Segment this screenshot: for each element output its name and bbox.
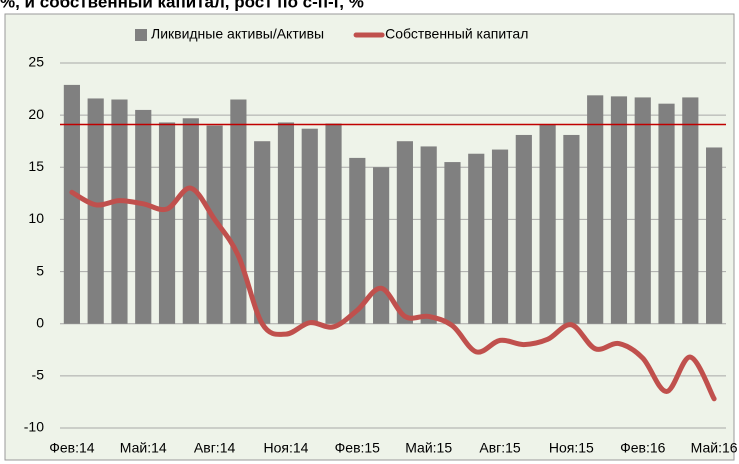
y-tick-label: 15 [28, 158, 44, 174]
bar [349, 157, 366, 324]
legend-label: Собственный капитал [385, 26, 528, 42]
bar [111, 99, 128, 324]
x-tick-label: Авг:14 [194, 440, 236, 456]
bar [277, 122, 295, 324]
legend-swatch [135, 29, 147, 41]
bar [444, 162, 461, 324]
bar [206, 125, 223, 324]
bar [658, 103, 675, 324]
bar [587, 95, 604, 324]
y-tick-label: 0 [36, 314, 44, 330]
bar [634, 97, 651, 324]
bar [182, 118, 199, 324]
bar [610, 96, 628, 324]
line [69, 185, 717, 402]
bar [468, 153, 485, 324]
x-tick-label: Ноя:15 [549, 440, 594, 456]
y-tick-label: 25 [28, 54, 44, 70]
bar [373, 167, 390, 324]
y-tick-label: -10 [24, 419, 44, 435]
bar [254, 141, 271, 324]
bar [706, 147, 723, 324]
bar [87, 98, 104, 324]
bar [682, 97, 699, 324]
bar [63, 84, 80, 324]
bar [491, 149, 509, 324]
bar [135, 109, 152, 324]
x-tick-label: Фев:15 [335, 440, 381, 456]
bar [325, 123, 342, 324]
x-tick-label: Май:16 [691, 440, 738, 456]
x-tick-label: Фев:14 [49, 440, 95, 456]
legend-label: Ликвидные активы/Активы [151, 26, 324, 42]
y-tick-label: -5 [32, 367, 45, 383]
x-tick-label: Май:15 [405, 440, 452, 456]
bar [539, 124, 556, 324]
bar [563, 134, 580, 324]
x-tick-label: Май:14 [120, 440, 167, 456]
bar [158, 122, 176, 324]
bar [420, 146, 437, 324]
x-tick-label: Авг:15 [479, 440, 521, 456]
x-tick-label: Ноя:14 [263, 440, 308, 456]
y-tick-label: 20 [28, 106, 44, 122]
bar [230, 99, 247, 324]
chart-title: %, и собственный капитал, рост по с-п-г,… [0, 0, 364, 11]
bar [515, 134, 532, 324]
y-tick-label: 5 [36, 262, 44, 278]
x-tick-label: Фев:16 [620, 440, 666, 456]
y-tick-label: 10 [28, 210, 44, 226]
bar [301, 128, 318, 324]
bar [396, 141, 413, 324]
